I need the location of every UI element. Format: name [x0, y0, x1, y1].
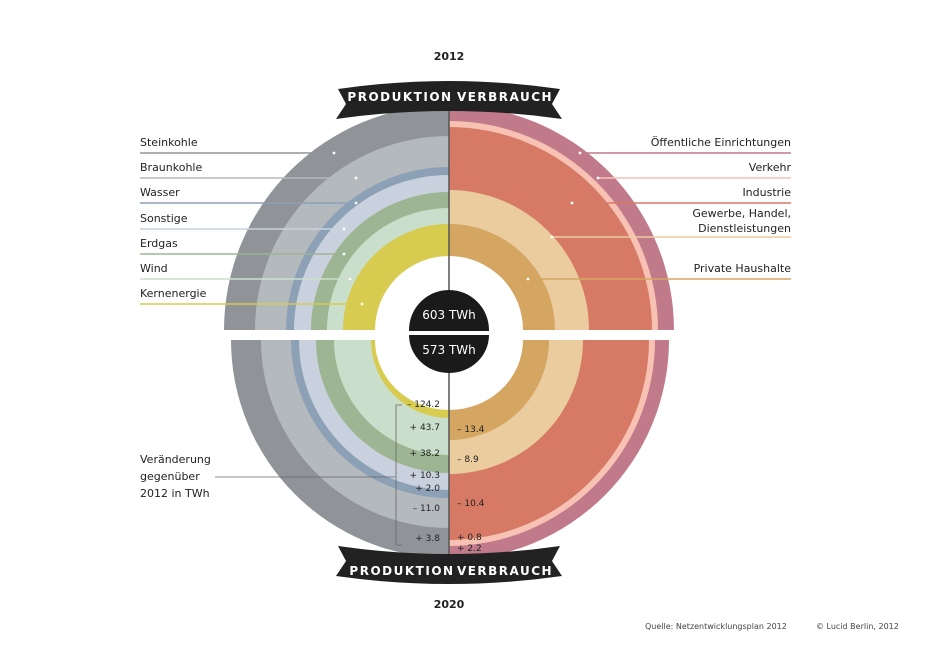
banner-bottom-production: PRODUKTION	[349, 564, 454, 578]
legend-production-2: Wasser	[140, 186, 180, 199]
banner-top-consumption: VERBRAUCH	[457, 90, 553, 104]
change-production-5: + 43.7	[410, 423, 440, 433]
legend-consumption-1: Verkehr	[749, 161, 792, 174]
leader-dot-production-5	[348, 277, 352, 281]
leader-dot-production-3	[342, 227, 346, 231]
leader-dot-production-1	[354, 176, 358, 180]
year-2012-label: 2012	[434, 50, 465, 63]
legend-production-0: Steinkohle	[140, 136, 198, 149]
legend-production-5: Wind	[140, 262, 168, 275]
change-production-3: + 10.3	[410, 471, 440, 481]
leader-lines	[140, 151, 791, 306]
change-note-line-2: gegenüber	[140, 470, 200, 483]
leader-dot-production-4	[342, 252, 346, 256]
change-note: Veränderung gegenüber 2012 in TWh	[140, 404, 402, 546]
leader-dot-consumption-2	[570, 201, 574, 205]
copyright-note: © Lucid Berlin, 2012	[816, 622, 899, 631]
leader-dot-consumption-0	[578, 151, 582, 155]
change-production-4: + 38.2	[410, 449, 440, 459]
total-2020-label: 573 TWh	[422, 343, 476, 357]
legend-production-1: Braunkohle	[140, 161, 202, 174]
change-production-6: – 124.2	[407, 400, 440, 410]
change-consumption-4: – 13.4	[457, 425, 485, 435]
leader-dot-production-2	[354, 201, 358, 205]
change-consumption-1: + 0.8	[457, 533, 482, 543]
change-production-2: + 2.0	[415, 484, 440, 494]
legend-consumption-4: Private Haushalte	[694, 262, 792, 275]
legend-consumption-0: Öffentliche Einrichtungen	[651, 136, 791, 149]
total-2012-badge: 603 TWh	[409, 290, 489, 331]
change-consumption-0: + 2.2	[457, 544, 482, 554]
leader-dot-consumption-3	[550, 235, 554, 239]
production-labels: Steinkohle Braunkohle Wasser Sonstige Erdgas…	[140, 136, 207, 300]
leader-dot-consumption-1	[596, 176, 600, 180]
consumption-labels: Öffentliche Einrichtungen Verkehr Industri…	[651, 136, 792, 275]
change-production-0: + 3.8	[415, 534, 440, 544]
legend-production-6: Kernenergie	[140, 287, 207, 300]
total-2012-label: 603 TWh	[422, 308, 476, 322]
leader-dot-production-6	[360, 302, 364, 306]
banner-bottom-consumption: VERBRAUCH	[457, 564, 553, 578]
rings-2012	[224, 105, 674, 330]
total-2020-badge: 573 TWh	[409, 335, 489, 373]
rings-2020	[231, 340, 669, 560]
change-note-line-1: Veränderung	[140, 453, 211, 466]
legend-production-3: Sonstige	[140, 212, 188, 225]
legend-production-4: Erdgas	[140, 237, 178, 250]
year-2020-label: 2020	[434, 598, 465, 611]
leader-dot-consumption-4	[526, 277, 530, 281]
source-note: Quelle: Netzentwicklungsplan 2012	[645, 622, 787, 631]
change-consumption-3: – 8.9	[457, 455, 479, 465]
legend-consumption-3: Gewerbe, Handel, Dienstleistungen	[692, 207, 791, 235]
banner-bottom: PRODUKTION VERBRAUCH	[336, 546, 562, 584]
change-note-line-3: 2012 in TWh	[140, 487, 210, 500]
change-production-1: – 11.0	[413, 504, 441, 514]
leader-dot-production-0	[332, 151, 336, 155]
change-consumption-2: – 10.4	[457, 499, 485, 509]
banner-top: PRODUKTION VERBRAUCH	[336, 81, 562, 119]
change-values: + 3.8 – 11.0 + 2.0 + 10.3 + 38.2 + 43.7 – 124.…	[407, 400, 485, 554]
legend-consumption-2: Industrie	[742, 186, 791, 199]
banner-top-production: PRODUKTION	[347, 90, 452, 104]
